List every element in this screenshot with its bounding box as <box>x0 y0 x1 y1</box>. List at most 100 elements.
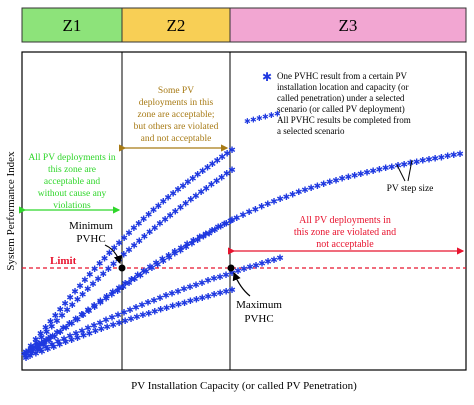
pvhc-marker: ✱ <box>111 243 119 253</box>
pvhc-marker: ✱ <box>69 300 77 310</box>
pvhc-marker: ✱ <box>258 259 266 269</box>
pvhc-marker: ✱ <box>28 349 36 359</box>
pvhc-marker: ✱ <box>40 337 47 346</box>
pvhc-marker: ✱ <box>38 332 46 342</box>
pvhc-marker: ✱ <box>216 288 224 298</box>
pvhc-marker: ✱ <box>22 347 30 357</box>
pvhc-marker: ✱ <box>425 155 433 165</box>
pvhc-marker: ✱ <box>50 342 58 352</box>
pvhc-marker: ✱ <box>182 199 190 209</box>
pvhc-marker: ✱ <box>101 253 109 263</box>
pvhc-marker: ✱ <box>144 298 152 308</box>
step-size-pointer-left <box>396 164 406 182</box>
min-pvhc-label-line-2: PVHC <box>76 233 105 245</box>
max-pvhc-label-line-1: Maximum <box>236 299 282 311</box>
pvhc-marker: ✱ <box>120 250 128 260</box>
pvhc-marker: ✱ <box>126 305 134 315</box>
pvhc-marker: ✱ <box>63 305 71 315</box>
pvhc-marker: ✱ <box>228 268 236 278</box>
max-pvhc-label-line-2: PVHC <box>244 313 273 325</box>
pvhc-marker: ✱ <box>177 203 185 213</box>
pvhc-marker: ✱ <box>301 185 309 195</box>
pvhc-marker: ✱ <box>130 240 138 250</box>
pvhc-marker: ✱ <box>258 202 266 212</box>
pvhc-marker: ✱ <box>125 245 133 255</box>
pvhc-marker: ✱ <box>120 233 128 243</box>
pvhc-marker: ✱ <box>222 270 230 280</box>
pvhc-marker: ✱ <box>21 350 28 359</box>
pvhc-marker: ✱ <box>44 344 52 354</box>
pvhc-marker: ✱ <box>47 316 55 326</box>
z1-annotation: All PV deployments in this zone are acce… <box>19 153 121 214</box>
pvhc-marker: ✱ <box>221 219 229 229</box>
pvhc-marker: ✱ <box>140 214 148 224</box>
pvhc-marker: ✱ <box>189 173 197 183</box>
pvhc-marker: ✱ <box>56 340 64 350</box>
legend-item1-line-2: installation location and capacity (or <box>277 82 408 92</box>
pvhc-marker: ✱ <box>175 300 183 310</box>
pvhc-marker: ✱ <box>115 238 123 248</box>
pvhc-marker: ✱ <box>146 227 154 237</box>
pvhc-marker: ✱ <box>27 345 34 354</box>
pvhc-marker: ✱ <box>223 218 231 228</box>
pvhc-marker: ✱ <box>205 228 213 238</box>
pvhc-marker: ✱ <box>68 335 76 345</box>
pvhc-marker: ✱ <box>78 309 86 319</box>
pvhc-marker: ✱ <box>450 150 458 160</box>
pvhc-marker: ✱ <box>81 275 89 285</box>
pvhc-marker: ✱ <box>121 279 129 289</box>
pvhc-marker: ✱ <box>42 323 50 333</box>
pvhc-marker: ✱ <box>39 340 47 350</box>
pvhc-marker: ✱ <box>53 316 61 326</box>
pvhc-marker: ✱ <box>91 302 99 312</box>
pvhc-marker: ✱ <box>190 236 198 246</box>
pvhc-marker: ✱ <box>211 225 219 235</box>
pvhc-marker: ✱ <box>54 337 62 347</box>
pvhc-marker: ✱ <box>227 216 235 226</box>
pvhc-marker: ✱ <box>338 174 346 184</box>
pvhc-marker: ✱ <box>166 211 174 221</box>
pvhc-marker: ✱ <box>43 336 50 345</box>
pvhc-marker: ✱ <box>38 346 46 356</box>
pvhc-marker: ✱ <box>84 305 92 315</box>
pvhc-marker: ✱ <box>92 326 100 336</box>
pvhc-marker: ✱ <box>419 156 427 166</box>
pvhc-marker: ✱ <box>135 219 143 229</box>
pvhc-marker: ✱ <box>35 342 43 352</box>
pvhc-marker: ✱ <box>314 181 322 191</box>
zone-bar: Z1 Z2 Z3 <box>21 7 467 43</box>
pvhc-marker: ✱ <box>320 179 328 189</box>
pvhc-marker: ✱ <box>34 341 41 350</box>
zone-z2-label: Z2 <box>167 16 186 35</box>
step-size-pointer-right <box>407 159 413 182</box>
pvhc-marker: ✱ <box>151 307 159 317</box>
pvhc-marker: ✱ <box>199 166 207 176</box>
pvhc-marker: ✱ <box>125 228 133 238</box>
pvhc-marker: ✱ <box>146 262 154 272</box>
pvhc-marker: ✱ <box>210 290 218 300</box>
pvhc-marker: ✱ <box>120 282 128 292</box>
pvhc-marker: ✱ <box>74 295 82 305</box>
pvhc-marker: ✱ <box>186 282 194 292</box>
pvhc-marker: ✱ <box>108 313 116 323</box>
legend-item2-marker: ✱ <box>244 117 251 126</box>
pvhc-marker: ✱ <box>96 259 104 269</box>
pvhc-marker: ✱ <box>252 204 260 214</box>
pvhc-marker: ✱ <box>431 153 439 163</box>
pvhc-marker: ✱ <box>102 294 110 304</box>
pvhc-marker: ✱ <box>32 335 40 345</box>
pvhc-marker: ✱ <box>141 232 149 242</box>
pvhc-marker: ✱ <box>239 210 247 220</box>
zone-z1-label: Z1 <box>63 16 82 35</box>
pvhc-marker: ✱ <box>270 197 278 207</box>
pvhc-marker: ✱ <box>25 347 32 356</box>
pvhc-marker: ✱ <box>183 239 191 249</box>
pvhc-marker: ✱ <box>332 175 340 185</box>
pvhc-marker: ✱ <box>62 337 70 347</box>
pvhc-marker: ✱ <box>171 247 179 257</box>
pvhc-marker: ✱ <box>148 263 156 273</box>
pvhc-marker: ✱ <box>74 314 82 324</box>
pvhc-marker: ✱ <box>388 162 396 172</box>
legend-item1-line-4: scenario (or called PV deployment) <box>277 104 405 114</box>
pvhc-marker: ✱ <box>96 318 104 328</box>
